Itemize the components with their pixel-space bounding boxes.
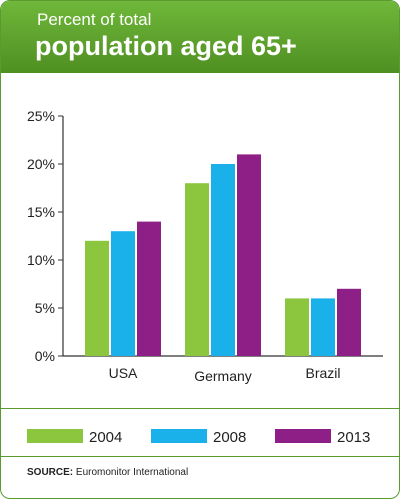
legend-swatch-2008 — [151, 429, 207, 443]
bar-germany-2004 — [185, 183, 209, 356]
bar-brazil-2008 — [311, 298, 335, 356]
bar-brazil-2013 — [337, 288, 361, 356]
bar-germany-2013 — [237, 154, 261, 356]
y-tick-label: 5% — [35, 300, 55, 316]
source-text: Euromonitor International — [75, 467, 189, 478]
bar-usa-2013 — [137, 221, 161, 356]
chart-header: Percent of total population aged 65+ — [1, 1, 399, 73]
legend-divider-bottom — [1, 456, 399, 457]
x-tick-label: USA — [109, 365, 138, 381]
y-tick-label: 25% — [27, 108, 55, 124]
legend-label-2004: 2004 — [89, 429, 122, 446]
legend-swatch-2004 — [27, 429, 83, 443]
y-tick-label: 20% — [27, 156, 55, 172]
chart-title: population aged 65+ — [35, 31, 297, 61]
bar-chart: 0% 5% 10% 15% 20% 25% USA Germany Brazil 2004 2008… — [27, 108, 383, 446]
source-note: SOURCE: Euromonitor International — [27, 467, 188, 478]
bar-germany-2008 — [211, 164, 235, 356]
y-tick-label: 0% — [35, 348, 55, 364]
x-tick-label: Brazil — [305, 365, 340, 381]
chart-subtitle: Percent of total — [37, 10, 152, 29]
legend-divider-top — [1, 408, 399, 409]
legend-swatch-2013 — [275, 429, 331, 443]
bar-usa-2004 — [85, 240, 109, 356]
source-label: SOURCE: — [27, 467, 74, 478]
bar-usa-2008 — [111, 231, 135, 356]
legend-label-2013: 2013 — [337, 429, 370, 446]
y-tick-label: 15% — [27, 204, 55, 220]
y-tick-label: 10% — [27, 252, 55, 268]
x-tick-label: Germany — [194, 368, 252, 384]
bar-brazil-2004 — [285, 298, 309, 356]
legend-label-2008: 2008 — [213, 429, 246, 446]
